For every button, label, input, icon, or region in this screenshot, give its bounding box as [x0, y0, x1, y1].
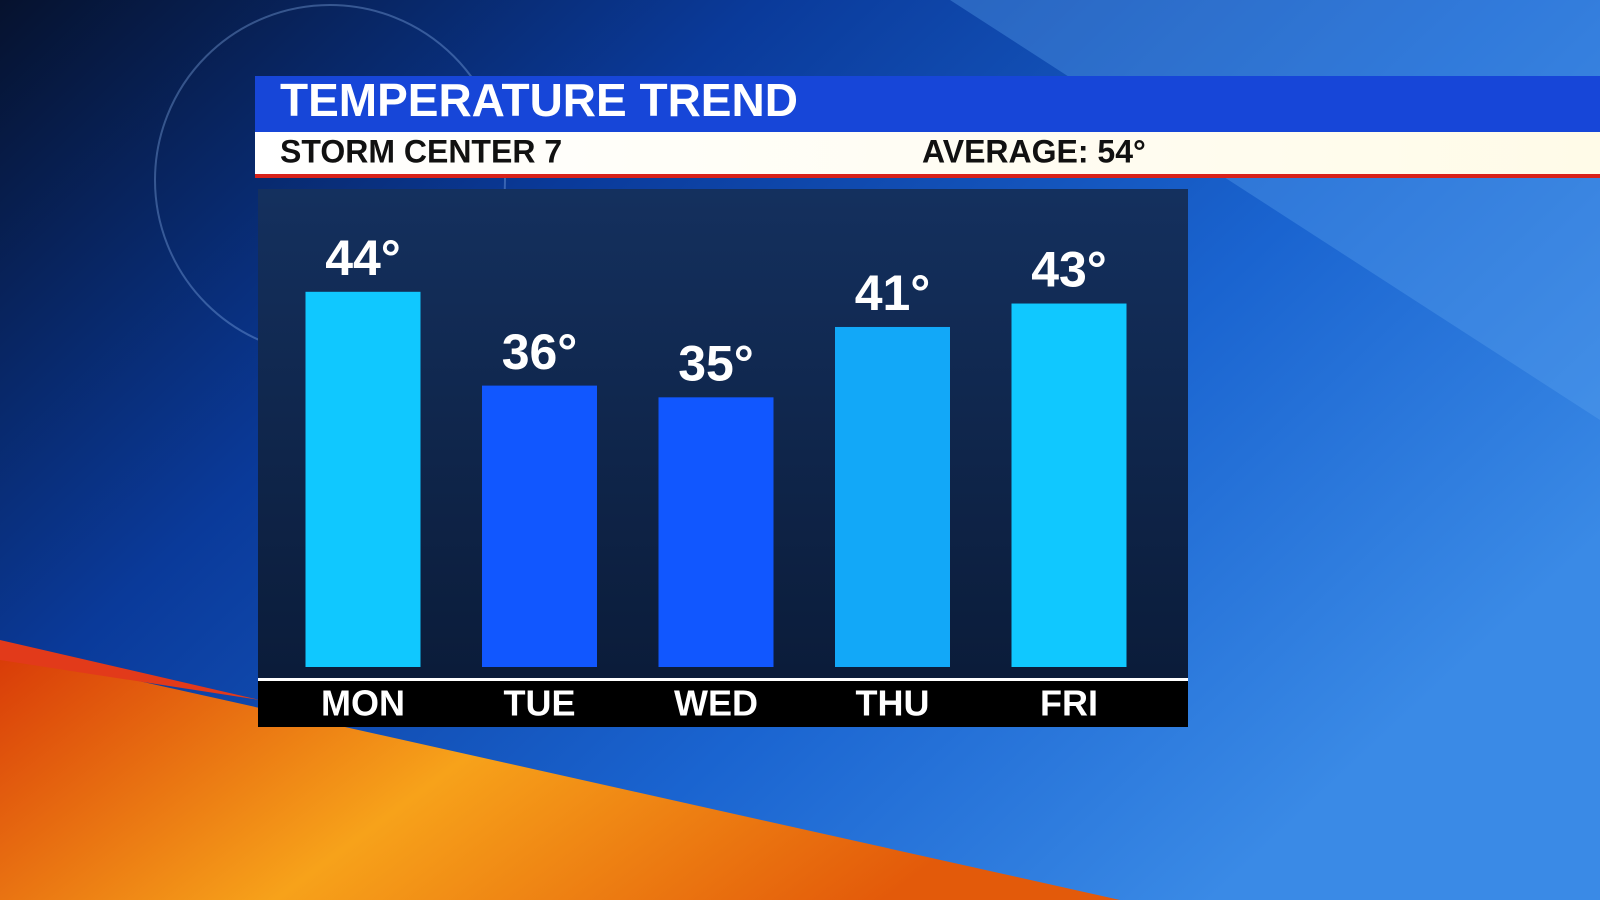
value-label: 35°	[678, 336, 754, 392]
category-label: WED	[674, 683, 758, 724]
category-label: FRI	[1040, 683, 1098, 724]
bar	[305, 291, 421, 667]
bar	[658, 397, 774, 667]
category-label: TUE	[504, 683, 576, 724]
value-label: 36°	[502, 324, 578, 380]
category-label: THU	[856, 683, 930, 724]
bar	[1011, 303, 1127, 667]
category-label: MON	[321, 683, 405, 724]
baseline	[258, 678, 1188, 681]
value-label: 41°	[855, 265, 931, 321]
title-bar	[255, 76, 1600, 132]
title: TEMPERATURE TREND	[280, 74, 798, 126]
subtitle-strip	[255, 132, 1600, 174]
red-rule	[255, 174, 1600, 178]
label-strip	[258, 681, 1188, 727]
value-label: 44°	[325, 230, 401, 286]
average: AVERAGE: 54°	[922, 133, 1146, 169]
subtitle: STORM CENTER 7	[280, 133, 562, 169]
bar	[835, 326, 950, 667]
bar	[482, 385, 597, 667]
value-label: 43°	[1031, 242, 1107, 298]
red-swoosh	[0, 640, 260, 700]
